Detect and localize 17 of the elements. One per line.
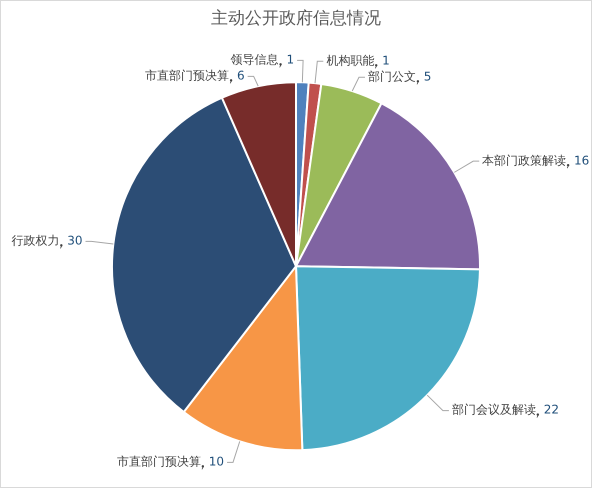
slice-label: 部门公文 [368,69,416,84]
data-label: 22 [544,402,560,417]
data-label: 10 [208,454,224,468]
slice-label: 市直部门预决算 [116,454,201,468]
data-label: 16 [574,153,590,168]
data-label: 5 [424,69,432,84]
slice-label: 行政权力 [11,233,60,248]
slice-label: 本部门政策解读 [482,153,566,168]
slice-label: 机构职能 [326,53,374,68]
slice-label: 部门会议及解读 [452,402,536,417]
slice-label: 领导信息 [230,52,279,66]
data-label: 6 [237,68,245,82]
data-label: 1 [382,53,390,68]
chart-title: 主动公开政府信息情况 [211,8,381,29]
slice-label: 市直部门预决算 [145,68,230,82]
data-label: 1 [286,52,294,66]
data-label: 30 [67,233,83,248]
